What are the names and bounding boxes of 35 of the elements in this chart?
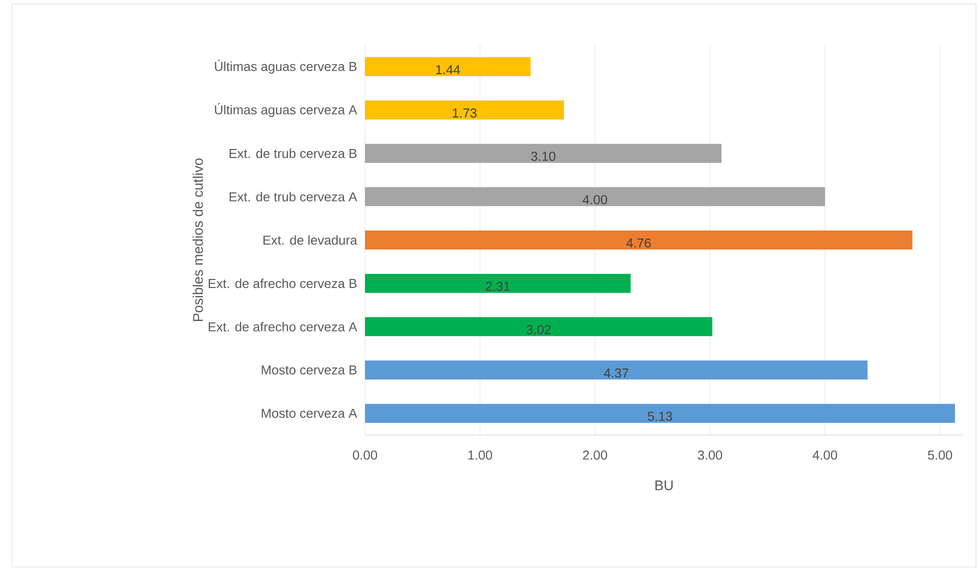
bar	[365, 404, 955, 423]
data-label: 5.13	[648, 412, 672, 421]
y-axis-title: Posibles medios de cutlivo	[192, 158, 203, 322]
x-tick-label: 5.00	[928, 450, 952, 460]
y-tick-label: Ext. de levadura	[263, 235, 358, 245]
x-axis-title: BU	[655, 480, 673, 490]
data-label: 4.37	[604, 368, 628, 378]
bar	[365, 274, 631, 293]
y-tick-label: Mosto cerveza A	[262, 408, 358, 418]
x-tick-label: 0.00	[352, 450, 378, 460]
data-label: 3.10	[531, 152, 556, 161]
bar	[365, 317, 712, 336]
data-label: 2.31	[486, 282, 510, 291]
data-label: 1.73	[452, 108, 477, 118]
y-tick-label: Ext. de trub cerveza B	[230, 148, 357, 158]
data-label: 4.76	[626, 238, 651, 248]
data-label: 1.44	[436, 65, 460, 74]
x-tick-label: 3.00	[698, 450, 722, 460]
y-tick-label: Últimas aguas cerveza A	[214, 103, 358, 117]
x-tick-label: 1.00	[468, 450, 492, 460]
bar	[365, 187, 826, 206]
y-tick-label: Ext. de trub cerveza A	[230, 192, 358, 202]
bar	[365, 57, 531, 76]
bar	[365, 144, 722, 163]
data-label: 3.02	[526, 325, 551, 334]
y-tick-label: Últimas aguas cerveza B	[214, 60, 357, 74]
y-tick-label: Ext. de afrecho cerveza B	[208, 278, 357, 288]
x-tick-label: 4.00	[812, 450, 838, 460]
bar	[365, 100, 564, 120]
y-tick-label: Mosto cerveza B	[262, 365, 357, 375]
data-label: 4.00	[582, 195, 608, 204]
bar	[365, 230, 912, 250]
bar	[365, 360, 868, 380]
x-tick-label: 2.00	[583, 450, 608, 460]
y-tick-label: Ext. de afrecho cerveza A	[208, 322, 358, 332]
